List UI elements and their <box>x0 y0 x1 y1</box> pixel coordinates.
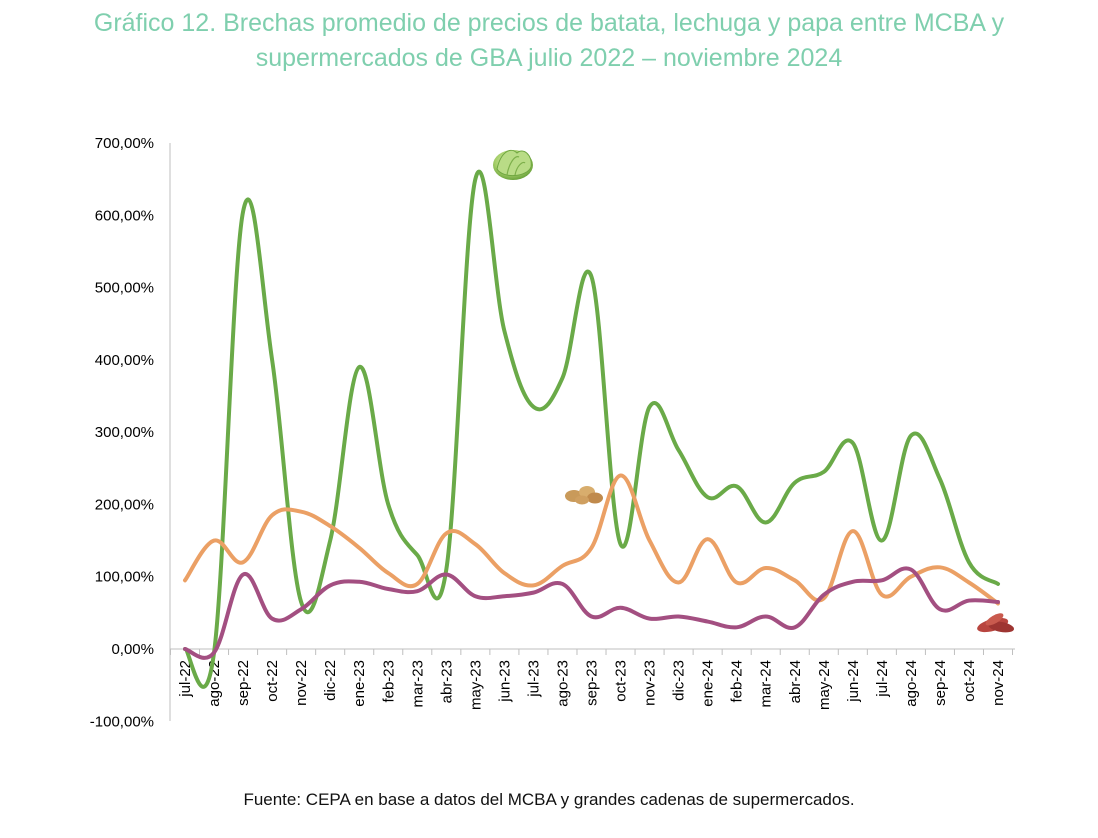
y-tick-label: 100,00% <box>95 569 154 586</box>
series-line-papa <box>183 473 1000 606</box>
x-tick-label: oct-23 <box>613 660 630 702</box>
x-tick-label: ago-24 <box>903 660 920 707</box>
x-tick-label: may-23 <box>467 660 484 710</box>
x-tick-label: oct-24 <box>961 660 978 702</box>
x-tick-label: oct-22 <box>264 660 281 702</box>
series-line-batata <box>183 566 1000 660</box>
x-tick-label: dic-22 <box>322 660 339 701</box>
y-tick-label: 200,00% <box>95 496 154 513</box>
y-tick-label: 500,00% <box>95 280 154 297</box>
y-tick-label: 300,00% <box>95 424 154 441</box>
x-tick-label: mar-23 <box>409 660 426 708</box>
x-tick-label: ene-24 <box>700 660 717 707</box>
x-axis-tick-labels: jul-22 ago-22 sep-22 oct-22 nov-22 dic-22 ene-… <box>169 649 1014 710</box>
x-tick-label: abr-23 <box>438 660 455 703</box>
x-tick-label: jul-23 <box>525 660 542 698</box>
x-tick-label: jul-22 <box>177 660 194 698</box>
source-note: Fuente: CEPA en base a datos del MCBA y … <box>243 790 855 809</box>
x-tick-label: sep-23 <box>584 660 601 706</box>
series-lines <box>183 169 1000 689</box>
series-line-lechuga <box>183 169 1000 689</box>
y-tick-label: 600,00% <box>95 207 154 224</box>
x-tick-label: nov-24 <box>990 660 1007 706</box>
x-tick-label: ago-23 <box>554 660 571 707</box>
potato-icon <box>565 486 603 505</box>
x-tick-label: ene-23 <box>351 660 368 707</box>
x-tick-label: nov-23 <box>642 660 659 706</box>
x-tick-label: jul-24 <box>874 660 891 698</box>
lettuce-icon <box>493 149 533 180</box>
chart-title: Gráfico 12. Brechas promedio de precios … <box>0 6 1098 76</box>
x-tick-label: mar-24 <box>758 660 775 708</box>
y-tick-label: 400,00% <box>95 352 154 369</box>
y-tick-label: -100,00% <box>90 713 154 730</box>
x-tick-label: dic-23 <box>671 660 688 701</box>
x-tick-label: jun-24 <box>845 660 862 703</box>
x-tick-label: may-24 <box>816 660 833 710</box>
x-tick-label: sep-22 <box>235 660 252 706</box>
axes <box>169 143 1015 721</box>
sweet-potato-icon <box>977 613 1015 633</box>
chart-title-line-2: supermercados de GBA julio 2022 – noviem… <box>255 44 843 72</box>
x-tick-label: nov-22 <box>293 660 310 706</box>
x-tick-label: jun-23 <box>496 660 513 703</box>
y-tick-label: 700,00% <box>95 135 154 152</box>
x-tick-label: feb-23 <box>380 660 397 703</box>
x-tick-label: feb-24 <box>729 660 746 703</box>
x-tick-label: abr-24 <box>787 660 804 703</box>
chart-title-line-1: Gráfico 12. Brechas promedio de precios … <box>93 9 1005 37</box>
y-axis-tick-labels: -100,00% 0,00% 100,00% 200,00% 300,00% 400,00… <box>90 135 154 730</box>
x-tick-label: sep-24 <box>932 660 949 706</box>
y-tick-label: 0,00% <box>111 641 154 658</box>
